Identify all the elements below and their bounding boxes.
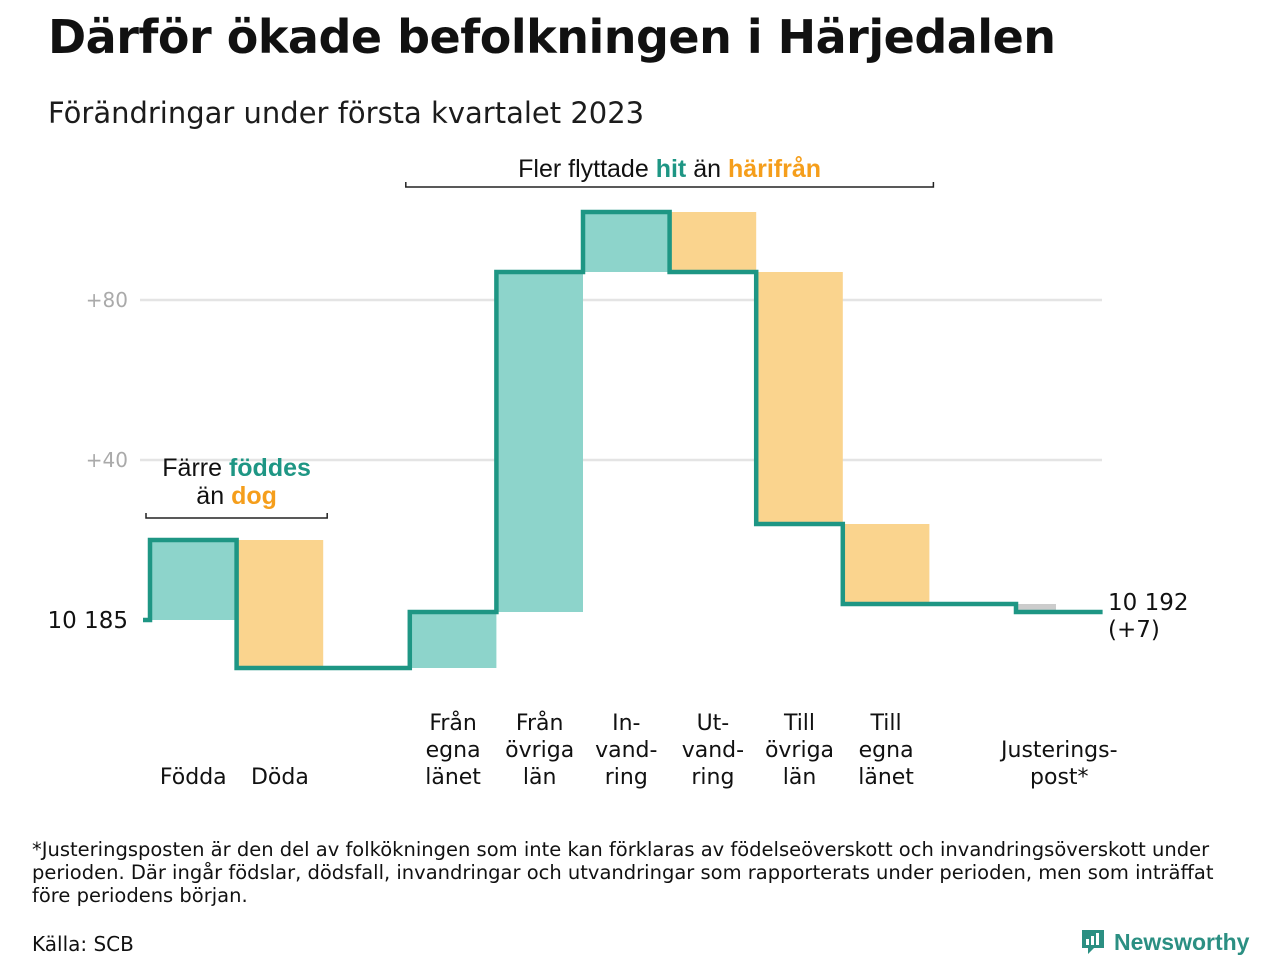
x-category-label: egna [426, 738, 481, 763]
chart-subtitle: Förändringar under första kvartalet 2023 [48, 96, 645, 130]
waterfall-bar [236, 540, 324, 668]
annotation-migration-text: Fler flyttade hit än härifrån [518, 155, 821, 183]
annotation-migration-text-part: Fler flyttade [518, 155, 656, 183]
x-category-label: ring [691, 765, 734, 790]
waterfall-bar [409, 612, 497, 668]
waterfall-bar [583, 212, 670, 272]
x-category-label: Till [783, 711, 815, 736]
annotation-bracket [405, 182, 935, 188]
x-category-label: Till [870, 711, 902, 736]
chart-title: Därför ökade befolkningen i Härjedalen [48, 10, 1056, 64]
annotation-births-text-line1-part: föddes [229, 454, 311, 482]
x-category-label: vand- [682, 738, 744, 763]
annotation-births-text-line1-part: Färre [162, 454, 229, 482]
x-category-label: In- [612, 711, 640, 736]
annotation-births-text-line2-part: dog [231, 482, 277, 510]
x-category-label: Justerings- [999, 738, 1118, 763]
waterfall-bar [1018, 604, 1056, 612]
x-category-label: Födda [160, 765, 227, 790]
annotation-migration-text-part: än [686, 155, 728, 183]
newsworthy-logo-icon [1082, 930, 1104, 954]
x-category-label: Från [516, 710, 564, 736]
x-category-label: länet [858, 765, 914, 790]
annotation-births-text-line2: än dog [196, 482, 277, 510]
x-category-label: län [523, 765, 557, 790]
x-category-label: ring [605, 765, 648, 790]
x-category-label: länet [425, 765, 481, 790]
x-category-label: egna [859, 738, 914, 763]
y-tick-label: +80 [86, 288, 128, 312]
annotation-births-text-line1: Färre föddes [162, 454, 311, 482]
brand-name: Newsworthy [1114, 928, 1250, 955]
waterfall-bar [496, 272, 583, 612]
waterfall-bar [669, 212, 757, 272]
x-category-label: övriga [765, 738, 834, 763]
source-label: Källa: SCB [32, 932, 134, 956]
end-change-label: (+7) [1108, 617, 1160, 643]
brand-logo: Newsworthy [1080, 928, 1249, 956]
annotation-migration-text-part: hit [656, 155, 687, 183]
x-category-label: Från [429, 710, 477, 736]
annotation-bracket [145, 513, 328, 519]
x-category-label: övriga [505, 738, 574, 763]
end-value-label: 10 192 [1108, 590, 1188, 616]
x-category-label: Ut- [697, 711, 730, 736]
waterfall-bar [150, 540, 237, 620]
waterfall-bar [842, 524, 930, 604]
start-value-label: 10 185 [48, 608, 128, 634]
x-category-label: Döda [251, 765, 309, 790]
x-category-label: post* [1030, 765, 1089, 790]
x-category-label: vand- [595, 738, 657, 763]
annotation-births-text-line2-part: än [196, 482, 231, 510]
footnote: *Justeringsposten är den del av folkökni… [32, 838, 1214, 907]
cumulative-step-line [143, 209, 1103, 671]
annotation-migration-text-part: härifrån [728, 155, 821, 183]
waterfall-bar [756, 272, 843, 524]
y-tick-label: +40 [86, 448, 128, 472]
x-category-label: län [783, 765, 817, 790]
